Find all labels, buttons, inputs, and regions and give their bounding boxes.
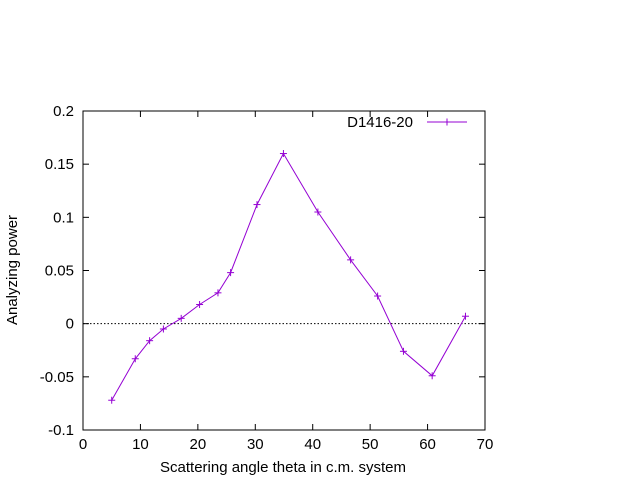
plot-frame [82,110,486,431]
series-line [111,152,466,401]
data-point [146,337,154,345]
series-layer [108,150,469,404]
data-point [214,289,222,297]
data-point [279,150,287,158]
y-tick-label: 0.05 [45,263,74,280]
legend-label: D1416-20 [347,114,413,131]
x-tick-label: 0 [79,436,87,453]
data-point [159,325,167,333]
data-point [428,372,436,380]
data-point [196,301,204,309]
data-point [374,292,382,300]
data-point [461,312,469,320]
y-tick-label: -0.05 [40,369,74,386]
data-point [131,355,139,363]
x-tick-label: 50 [362,436,379,453]
data-point [227,269,235,277]
axes [82,110,486,431]
y-tick-label: 0.15 [45,156,74,173]
y-tick-label: 0.1 [53,209,74,226]
x-tick-label: 20 [190,436,207,453]
x-axis-label: Scattering angle theta in c.m. system [160,459,406,476]
x-tick-label: 60 [419,436,436,453]
y-axis-label: Analyzing power [4,215,21,325]
y-tick-label: -0.1 [48,422,74,439]
ticks: 0 10 20 30 40 50 60 70 -0.1 -0.05 0 0.05 0.1 0.15 0.2 [40,103,494,453]
data-point [177,314,185,322]
x-tick-label: 30 [247,436,264,453]
data-point [314,208,322,216]
data-point [347,256,355,264]
y-tick-label: 0.2 [53,103,74,120]
x-tick-label: 40 [304,436,321,453]
data-point [253,201,261,209]
legend: D1416-20 [347,114,467,131]
x-tick-label: 70 [477,436,494,453]
data-point [399,347,407,355]
y-tick-label: 0 [66,316,74,333]
x-tick-label: 10 [132,436,149,453]
data-point [108,396,116,404]
